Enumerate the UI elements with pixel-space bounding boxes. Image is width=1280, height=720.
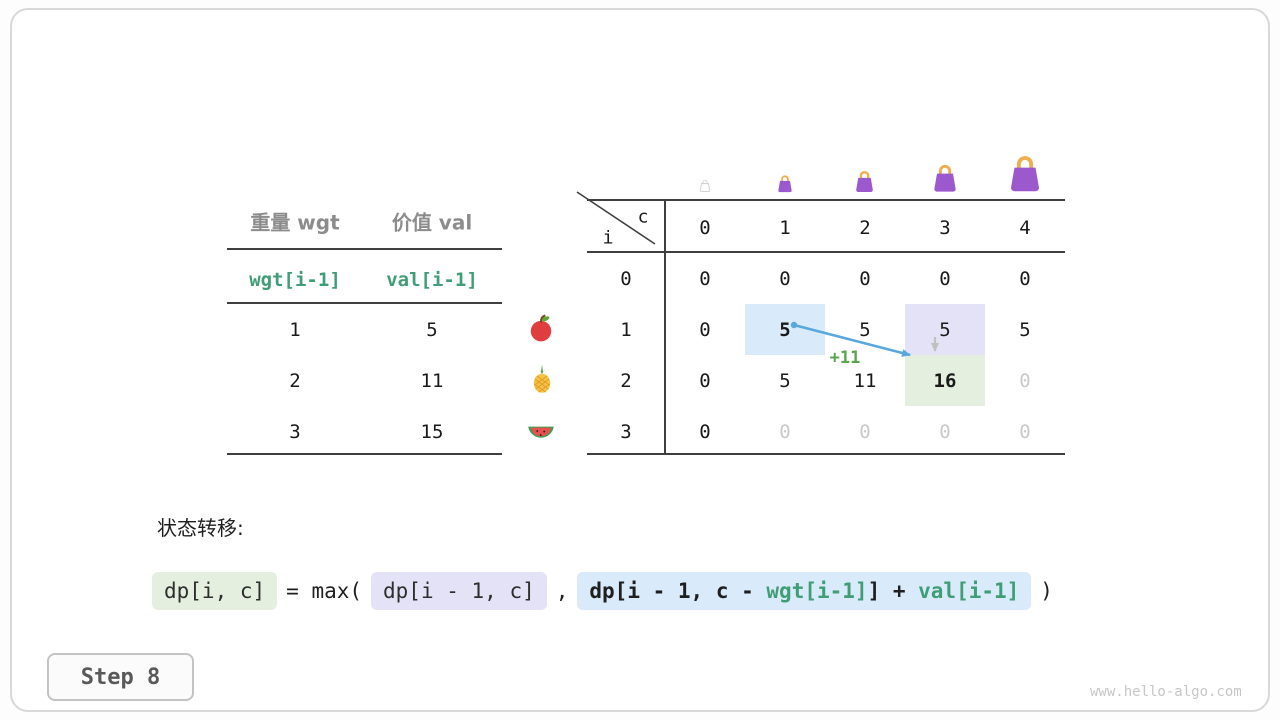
dp-row-header: 0 [620,267,632,290]
items-col-value-header: 价值 val [391,210,473,235]
dp-col-header: 2 [859,216,871,239]
dp-row-header: 3 [620,420,632,443]
dp-cell-1-0: 0 [699,318,711,341]
dp-col-header: 1 [779,216,791,239]
dp-row-header: 1 [620,318,632,341]
figure-card: 重量 wgt 价值 val wgt[i-1] val[i-1] 1 5 2 11… [10,8,1270,712]
dp-cell-0-1: 0 [779,267,791,290]
items-mid-rule [227,302,502,304]
dp-col-header: 4 [1019,216,1031,239]
formula-equals: = max( [286,579,363,603]
formula-lhs: dp[i, c] [152,572,278,610]
transition-heading: 状态转移: [157,516,244,540]
dp-cell-1-4: 5 [1019,318,1031,341]
item-row-value: 15 [420,421,444,443]
formula-option2-prefix: dp[i - 1, c - [589,579,767,603]
dp-vertical-rule [664,200,666,455]
formula-closing: ) [1040,579,1053,603]
dp-cell-2-2: 11 [853,369,877,392]
watermark: www.hello-algo.com [1090,684,1242,700]
watermelon-icon [525,416,557,450]
dp-corner-col-label: c [637,206,649,228]
dp-cell-0-3: 0 [939,267,951,290]
dp-col-header: 0 [699,216,711,239]
bag-icon-small [775,173,795,197]
dp-top-rule [587,199,1065,201]
dp-highlight-above-cell [905,304,985,355]
transition-formula: dp[i, c] = max( dp[i - 1, c] , dp[i - 1,… [152,572,1053,610]
dp-corner-row-label: i [602,227,614,249]
dp-cell-2-4: 0 [1019,369,1031,392]
item-row-value: 5 [426,319,438,341]
dp-cell-3-0: 0 [699,420,711,443]
dp-bottom-rule [587,453,1065,455]
bag-outline-icon [698,177,712,196]
formula-option2-val: val[i-1] [918,579,1020,603]
items-header-rule [227,248,502,250]
dp-header-rule [587,251,1065,253]
dp-highlight-result-cell [905,355,985,406]
bag-icon-large [929,161,961,197]
pineapple-icon [527,364,557,398]
dp-cell-3-1: 0 [779,420,791,443]
step-badge: Step 8 [47,653,194,701]
formula-separator: , [555,579,569,603]
dp-cell-3-3: 0 [939,420,951,443]
bag-icon-xlarge [1004,151,1046,197]
formula-option2: dp[i - 1, c - wgt[i-1]] + val[i-1] [577,572,1032,610]
formula-option2-mid: ] + [867,579,919,603]
formula-option2-wgt: wgt[i-1] [766,579,868,603]
step-label: Step 8 [80,664,161,690]
dp-cell-2-1: 5 [779,369,791,392]
transition-annotation: +11 [829,348,861,368]
item-row-value: 11 [420,370,444,392]
dp-cell-1-1: 5 [779,318,791,341]
apple-icon [526,313,556,347]
dp-row-header: 2 [620,369,632,392]
item-row-weight: 1 [289,319,301,341]
dp-cell-1-3: 5 [939,318,951,341]
bag-icon-medium [852,168,877,197]
items-formula-weight: wgt[i-1] [249,269,341,291]
dp-cell-0-0: 0 [699,267,711,290]
formula-option1: dp[i - 1, c] [371,572,547,610]
items-formula-value: val[i-1] [386,269,478,291]
dp-cell-0-2: 0 [859,267,871,290]
dp-cell-2-0: 0 [699,369,711,392]
item-row-weight: 3 [289,421,301,443]
dp-cell-3-4: 0 [1019,420,1031,443]
dp-cell-2-3: 16 [933,369,957,392]
items-col-weight-header: 重量 wgt [250,210,340,235]
items-bottom-rule [227,453,502,455]
item-row-weight: 2 [289,370,301,392]
dp-cell-0-4: 0 [1019,267,1031,290]
dp-cell-3-2: 0 [859,420,871,443]
dp-col-header: 3 [939,216,951,239]
